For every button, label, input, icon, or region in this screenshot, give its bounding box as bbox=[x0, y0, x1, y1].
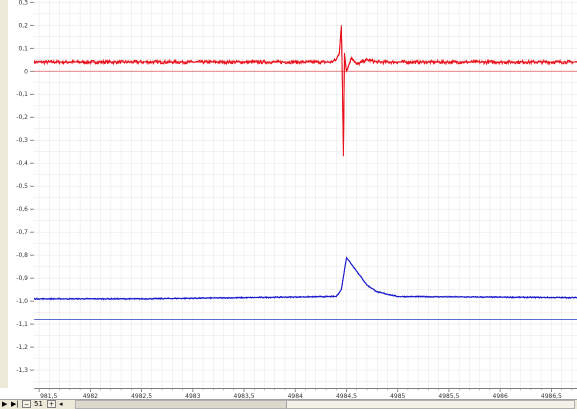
series-peak-0 bbox=[34, 25, 577, 157]
y-tick-label: 0 bbox=[24, 68, 28, 75]
y-tick-label: -1,2 bbox=[16, 344, 28, 351]
x-tick-label: 4986 bbox=[493, 393, 508, 400]
y-tick-label: -1,0 bbox=[16, 298, 28, 305]
step-end-icon[interactable]: ▶| bbox=[11, 400, 19, 408]
x-tick-label: 4986,5 bbox=[541, 393, 562, 400]
x-tick-label: 4983 bbox=[185, 393, 200, 400]
x-tick-label: 4983,5 bbox=[234, 393, 255, 400]
y-tick-label: -1,1 bbox=[16, 321, 28, 328]
y-tick-label: -0,8 bbox=[16, 252, 28, 259]
y-axis: 0,3 0,2 0,1 0 -0,1 -0,2 -0,3 -0,4 -0,5 -0,6 -0,7 -0… bbox=[8, 0, 34, 388]
y-tick-label: -1,3 bbox=[16, 367, 28, 374]
x-axis-svg: 981,5 4982 4982,5 4983 4983,5 4984 4984,5 4985 4… bbox=[38, 389, 573, 400]
page-value: 51 bbox=[34, 400, 43, 408]
y-tick-label: 0,1 bbox=[18, 45, 28, 52]
scrollbar-thumb[interactable] bbox=[76, 401, 287, 408]
x-tick-label: 4982 bbox=[83, 393, 98, 400]
x-tick-label: 4982,5 bbox=[131, 393, 152, 400]
y-tick-label: -0,9 bbox=[16, 275, 28, 282]
bottom-toolbar: ▶ ▶| − 51 + ◂ bbox=[0, 399, 577, 409]
x-axis: 981,5 4982 4982,5 4983 4983,5 4984 4984,5 4985 4… bbox=[34, 388, 577, 400]
series-peak-1 bbox=[34, 256, 577, 300]
y-tick-label: -0,4 bbox=[16, 160, 28, 167]
y-axis-svg: 0,3 0,2 0,1 0 -0,1 -0,2 -0,3 -0,4 -0,5 -0,6 -0,7 -0… bbox=[16, 0, 34, 374]
x-tick-label: 4984 bbox=[288, 393, 303, 400]
x-tick-label: 4984,5 bbox=[336, 393, 357, 400]
y-tick-label: 0,2 bbox=[18, 22, 28, 29]
x-tick-label: 981,5 bbox=[40, 393, 57, 400]
y-tick-label: -0,6 bbox=[16, 206, 28, 213]
y-tick-label: -0,1 bbox=[16, 91, 28, 98]
plot-area[interactable] bbox=[34, 0, 577, 388]
horizontal-scrollbar[interactable] bbox=[75, 400, 575, 409]
series-line-0 bbox=[34, 28, 577, 147]
grid bbox=[34, 0, 577, 388]
y-tick-label: -0,3 bbox=[16, 137, 28, 144]
x-tick-label: 4985,5 bbox=[438, 393, 459, 400]
y-tick-label: -0,5 bbox=[16, 183, 28, 190]
y-tick-label: -0,7 bbox=[16, 229, 28, 236]
zoom-out-icon[interactable]: − bbox=[22, 400, 31, 408]
y-tick-label: -0,2 bbox=[16, 114, 28, 121]
scroll-left-icon[interactable]: ◂ bbox=[59, 400, 63, 408]
series-group bbox=[34, 25, 577, 301]
zoom-in-icon[interactable]: + bbox=[47, 400, 56, 408]
x-tick-label: 4985 bbox=[390, 393, 405, 400]
y-tick-label: 0,3 bbox=[18, 0, 28, 6]
play-icon[interactable]: ▶ bbox=[2, 400, 8, 408]
chart[interactable] bbox=[34, 0, 577, 388]
